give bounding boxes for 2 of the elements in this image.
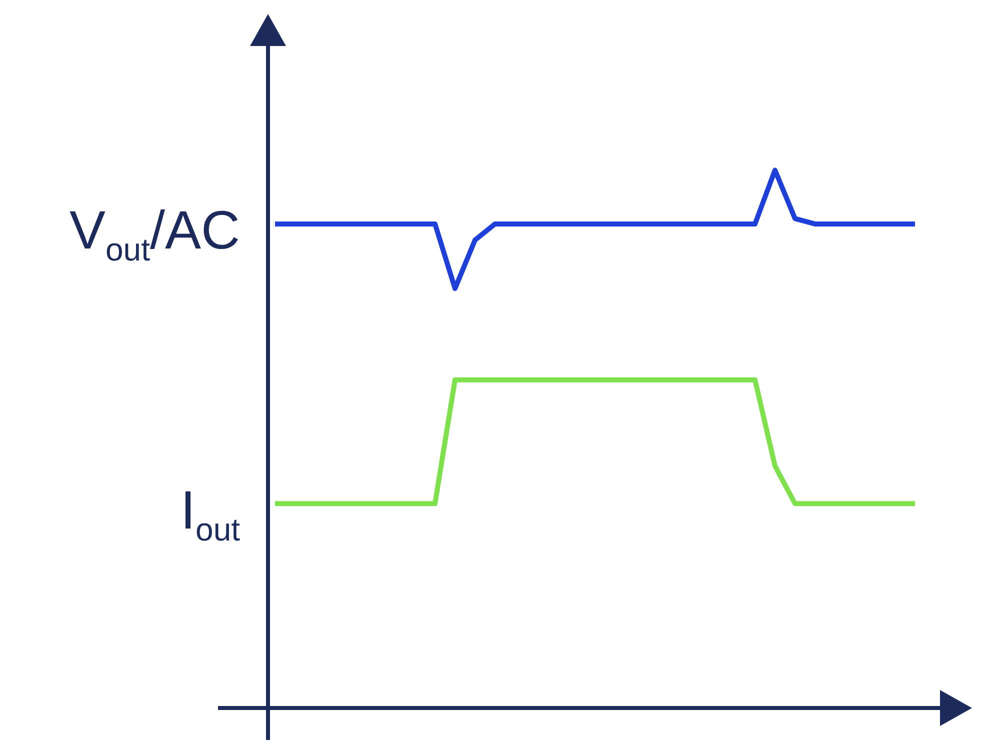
series-label: I$_{out}$ [180, 479, 240, 548]
series-label: V$_{out}$/AC [69, 200, 240, 268]
